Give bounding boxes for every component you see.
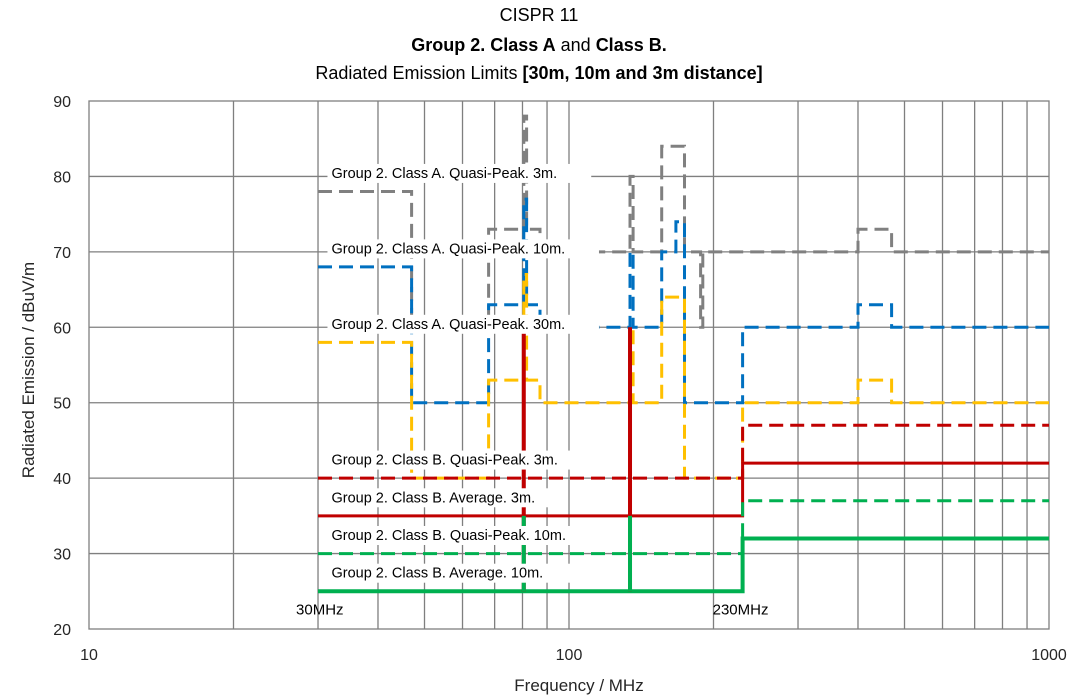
x-tick-label: 100 bbox=[556, 647, 583, 664]
series-label-bg bbox=[327, 239, 599, 259]
title-class-a: Group 2. Class A bbox=[411, 35, 556, 55]
y-axis-title: Radiated Emission / dBuV/m bbox=[19, 262, 38, 478]
series-label-1: Group 2. Class A. Quasi-Peak. 10m. bbox=[331, 241, 565, 257]
chart-title-line3: Radiated Emission Limits [30m, 10m and 3… bbox=[0, 61, 1078, 85]
x-tick-label: 1000 bbox=[1031, 647, 1067, 664]
series-label-6: Group 2. Class B. Average. 10m. bbox=[331, 566, 543, 582]
y-tick-label: 90 bbox=[53, 94, 71, 111]
series-label-bg bbox=[327, 563, 576, 583]
y-tick-label: 80 bbox=[53, 169, 71, 186]
y-tick-label: 40 bbox=[53, 471, 71, 488]
series-line-6 bbox=[318, 536, 1049, 594]
plot-frame bbox=[88, 100, 1050, 630]
series-label-bg bbox=[327, 450, 592, 470]
x-tick-label: 10 bbox=[80, 647, 98, 664]
y-tick-label: 20 bbox=[53, 622, 71, 639]
series-line-1 bbox=[318, 197, 1049, 405]
y-tick-label: 70 bbox=[53, 245, 71, 262]
series-label-4: Group 2. Class B. Average. 3m. bbox=[331, 490, 535, 506]
series-label-bg bbox=[327, 525, 599, 545]
series-line-3 bbox=[318, 423, 1049, 480]
y-tick-label: 30 bbox=[53, 547, 71, 564]
series-line-4 bbox=[318, 461, 1049, 518]
chart-title-line2: Group 2. Class A and Class B. bbox=[0, 33, 1078, 57]
title-limits: Radiated Emission Limits bbox=[315, 63, 523, 83]
series-label-0: Group 2. Class A. Quasi-Peak. 3m. bbox=[331, 166, 557, 182]
series-label-3: Group 2. Class B. Quasi-Peak. 3m. bbox=[331, 453, 557, 469]
title-and: and bbox=[555, 35, 596, 55]
title-line1-text: CISPR 11 bbox=[499, 5, 579, 25]
y-tick-label: 60 bbox=[53, 320, 71, 337]
title-class-b: Class B. bbox=[595, 35, 667, 55]
series-label-2: Group 2. Class A. Quasi-Peak. 30m. bbox=[331, 317, 565, 333]
series-label-bg bbox=[327, 488, 568, 508]
series-label-bg bbox=[327, 314, 599, 334]
title-distances: [30m, 10m and 3m distance] bbox=[522, 63, 763, 83]
series-line-0 bbox=[318, 114, 1049, 329]
chart-title-line1: CISPR 11 bbox=[0, 3, 1078, 27]
series-label-bg bbox=[327, 163, 592, 183]
x-axis-title: Frequency / MHz bbox=[514, 676, 643, 695]
y-tick-label: 50 bbox=[53, 396, 71, 413]
annotation-0: 30MHz bbox=[296, 601, 344, 618]
series-line-5 bbox=[318, 499, 1049, 556]
annotation-1: 230MHz bbox=[713, 601, 769, 618]
series-label-5: Group 2. Class B. Quasi-Peak. 10m. bbox=[331, 528, 566, 544]
